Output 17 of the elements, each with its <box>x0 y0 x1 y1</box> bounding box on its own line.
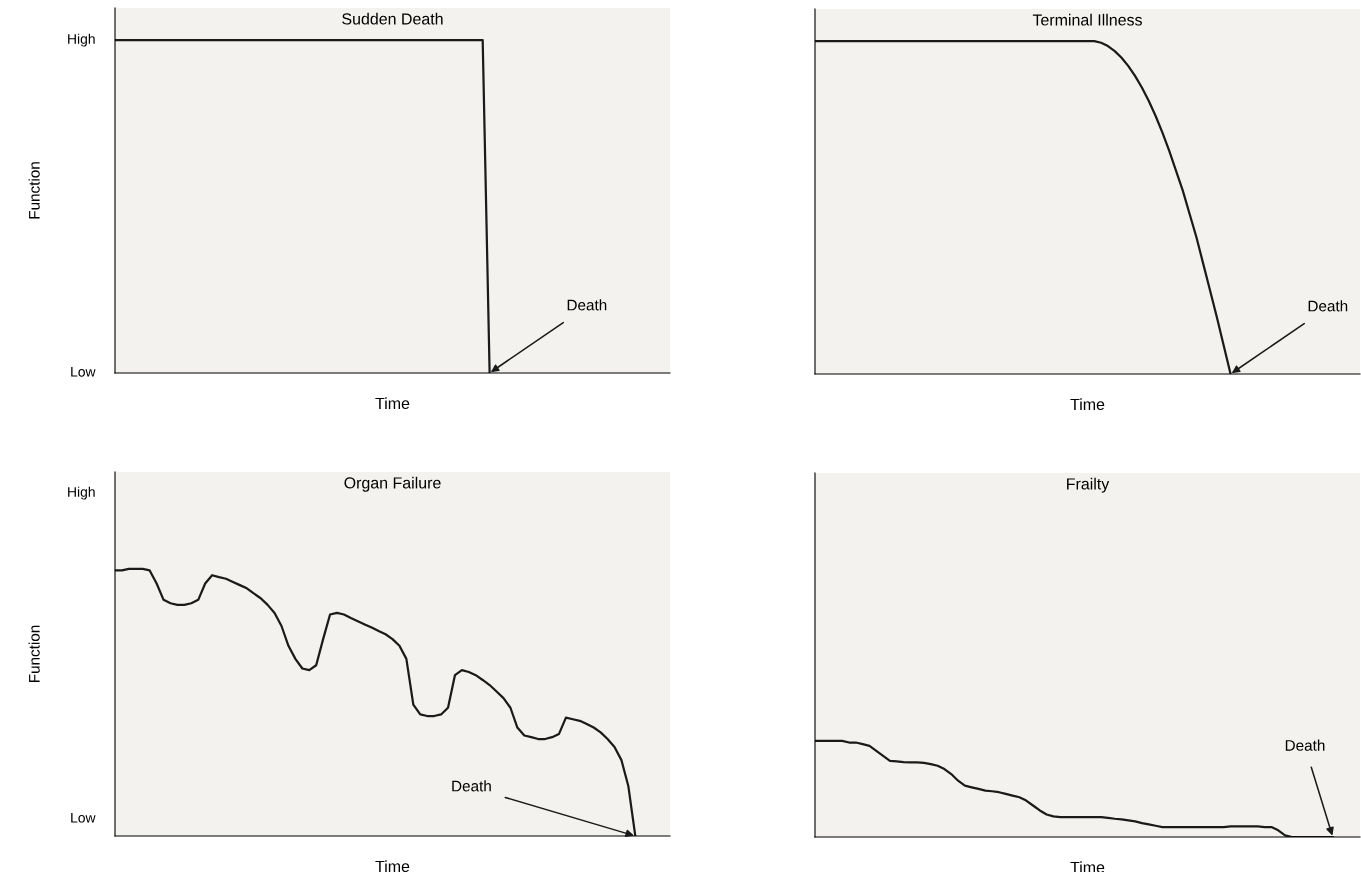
chart-title: Terminal Illness <box>1032 13 1142 26</box>
chart-title: Organ Failure <box>344 476 441 492</box>
y-axis-title: Function <box>28 625 40 683</box>
x-axis-title: Time <box>375 397 410 410</box>
y-axis-title: Function <box>28 162 40 219</box>
annotation: Death <box>567 299 607 311</box>
x-axis-title: Time <box>1070 398 1105 411</box>
annotation: Death <box>1285 739 1325 751</box>
annotation: Death <box>452 780 491 792</box>
text: High <box>68 33 95 47</box>
chart-title: Frailty <box>1067 477 1110 493</box>
chart-title: Sudden Death <box>342 12 443 25</box>
annotation: Death <box>1308 300 1348 312</box>
text: Low <box>71 367 96 377</box>
x-axis-title: Time <box>375 860 410 872</box>
text: High <box>68 486 95 500</box>
text: Low <box>71 812 96 823</box>
